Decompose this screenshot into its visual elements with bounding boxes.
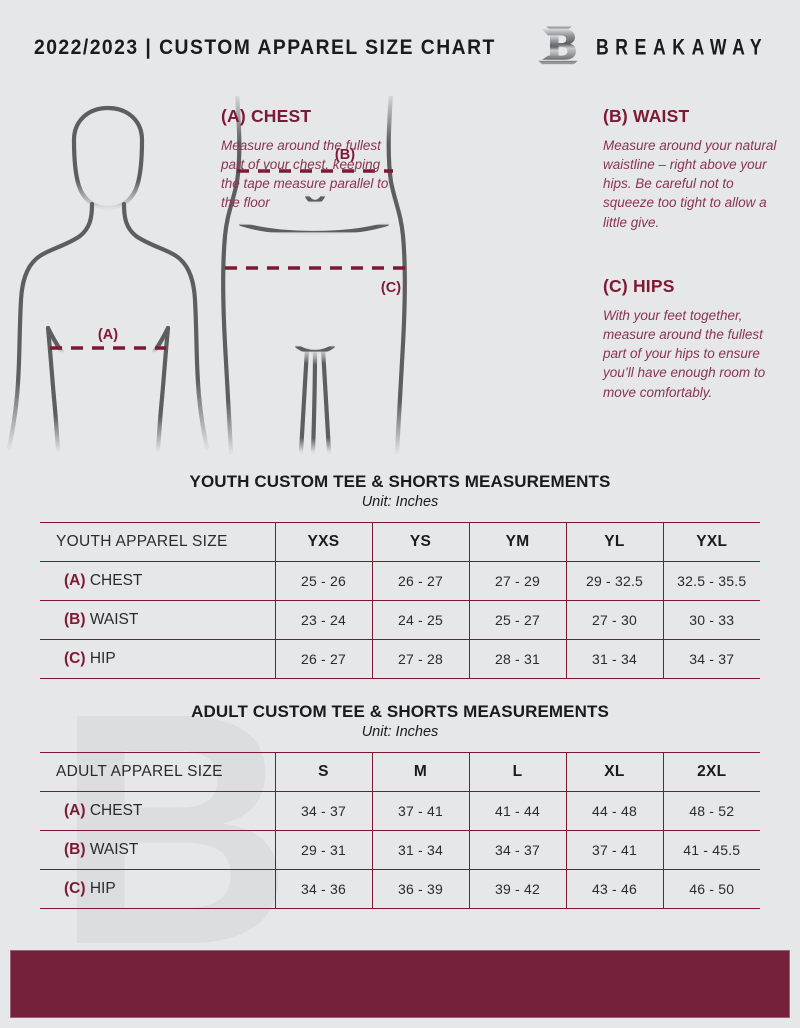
adult-chest-m: 37 - 41	[371, 791, 469, 831]
row-tag-b: (B)	[64, 841, 86, 858]
adult-size-2xl: 2XL	[662, 752, 760, 792]
youth-waist-ys: 24 - 25	[371, 600, 469, 640]
row-tag-a: (A)	[64, 802, 86, 819]
youth-waist-ym: 25 - 27	[468, 600, 566, 640]
youth-chest-yl: 29 - 32.5	[565, 561, 663, 601]
youth-hip-ym: 28 - 31	[468, 639, 566, 679]
adult-waist-m: 31 - 34	[371, 830, 469, 870]
adult-waist-2xl: 41 - 45.5	[662, 830, 760, 870]
adult-waist-xl: 37 - 41	[565, 830, 663, 870]
youth-size-section: YOUTH CUSTOM TEE & SHORTS MEASUREMENTS U…	[0, 472, 800, 679]
table-row: (A) CHEST 34 - 37 37 - 41 41 - 44 44 - 4…	[40, 791, 760, 831]
youth-size-ym: YM	[468, 522, 566, 562]
youth-size-yxl: YXL	[662, 522, 760, 562]
row-tag-b: (B)	[64, 611, 86, 628]
info-block-chest: (A) CHEST Measure around the fullest par…	[221, 106, 401, 213]
adult-hip-m: 36 - 39	[371, 869, 469, 909]
waist-description: Measure around your natural waistline – …	[603, 138, 777, 230]
page-header: 2022/2023 | CUSTOM APPAREL SIZE CHART BR…	[0, 0, 800, 96]
info-block-waist: (B) WAIST Measure around your natural wa…	[603, 106, 778, 232]
chest-description: Measure around the fullest part of your …	[221, 138, 389, 211]
table-row: (A) CHEST 25 - 26 26 - 27 27 - 29 29 - 3…	[40, 561, 760, 601]
row-tag-a: (A)	[64, 572, 86, 589]
youth-chest-ys: 26 - 27	[371, 561, 469, 601]
adult-chest-xl: 44 - 48	[565, 791, 663, 831]
footer-bar	[10, 950, 790, 1018]
youth-hip-ys: 27 - 28	[371, 639, 469, 679]
row-name-chest: CHEST	[89, 572, 143, 589]
youth-header-label: YOUTH APPAREL SIZE	[40, 522, 275, 562]
brand-lockup: BREAKAWAY	[536, 25, 792, 71]
hips-heading: (C) HIPS	[603, 276, 675, 296]
adult-row-label-waist: (B) WAIST	[40, 830, 275, 870]
table-row: (C) HIP 26 - 27 27 - 28 28 - 31 31 - 34 …	[40, 639, 760, 679]
page-title: 2022/2023 | CUSTOM APPAREL SIZE CHART	[34, 36, 496, 59]
youth-row-label-chest: (A) CHEST	[40, 561, 275, 601]
row-name-waist: WAIST	[89, 611, 139, 628]
table-header-row: YOUTH APPAREL SIZE YXS YS YM YL YXL	[40, 522, 760, 562]
youth-table-unit: Unit: Inches	[361, 494, 439, 510]
adult-row-label-hip: (C) HIP	[40, 869, 275, 909]
youth-size-yl: YL	[565, 522, 663, 562]
table-row: (B) WAIST 29 - 31 31 - 34 34 - 37 37 - 4…	[40, 830, 760, 870]
adult-hip-s: 34 - 36	[274, 869, 372, 909]
adult-table-title: ADULT CUSTOM TEE & SHORTS MEASUREMENTS	[191, 702, 609, 721]
row-name-chest: CHEST	[89, 802, 143, 819]
youth-waist-yxl: 30 - 33	[662, 600, 760, 640]
youth-table-title: YOUTH CUSTOM TEE & SHORTS MEASUREMENTS	[189, 472, 611, 491]
brand-name: BREAKAWAY	[595, 35, 769, 60]
lower-body-hips-icon: (B) (C)	[221, 89, 408, 455]
row-name-hip: HIP	[89, 880, 116, 897]
adult-size-m: M	[371, 752, 469, 792]
youth-chest-yxs: 25 - 26	[274, 561, 372, 601]
waist-heading: (B) WAIST	[603, 106, 690, 126]
adult-chest-s: 34 - 37	[274, 791, 372, 831]
breakaway-b-monogram-icon	[537, 26, 578, 65]
row-tag-c: (C)	[64, 880, 86, 897]
youth-waist-yl: 27 - 30	[565, 600, 663, 640]
waist-measure-label: (B)	[335, 147, 355, 163]
adult-chest-l: 41 - 44	[468, 791, 566, 831]
adult-waist-l: 34 - 37	[468, 830, 566, 870]
row-tag-c: (C)	[64, 650, 86, 667]
measurement-diagrams: (A) (B)	[0, 89, 800, 468]
adult-size-table: ADULT APPAREL SIZE S M L XL 2XL (A) CHES…	[40, 752, 760, 909]
table-row: (B) WAIST 23 - 24 24 - 25 25 - 27 27 - 3…	[40, 600, 760, 640]
youth-size-table: YOUTH APPAREL SIZE YXS YS YM YL YXL (A) …	[40, 522, 760, 679]
youth-hip-yxl: 34 - 37	[662, 639, 760, 679]
upper-body-torso-icon: (A)	[6, 105, 210, 453]
adult-waist-s: 29 - 31	[274, 830, 372, 870]
youth-row-label-waist: (B) WAIST	[40, 600, 275, 640]
adult-hip-l: 39 - 42	[468, 869, 566, 909]
youth-waist-yxs: 23 - 24	[274, 600, 372, 640]
youth-hip-yxs: 26 - 27	[274, 639, 372, 679]
adult-size-s: S	[274, 752, 372, 792]
adult-chest-2xl: 48 - 52	[662, 791, 760, 831]
table-header-row: ADULT APPAREL SIZE S M L XL 2XL	[40, 752, 760, 792]
adult-size-section: ADULT CUSTOM TEE & SHORTS MEASUREMENTS U…	[0, 702, 800, 909]
adult-header-label: ADULT APPAREL SIZE	[40, 752, 275, 792]
youth-size-ys: YS	[371, 522, 469, 562]
chest-heading: (A) CHEST	[221, 106, 312, 126]
table-row: (C) HIP 34 - 36 36 - 39 39 - 42 43 - 46 …	[40, 869, 760, 909]
info-block-hips: (C) HIPS With your feet together, measur…	[603, 276, 778, 402]
youth-chest-yxl: 32.5 - 35.5	[662, 561, 760, 601]
chest-measure-label: (A)	[98, 327, 118, 343]
youth-size-yxs: YXS	[274, 522, 372, 562]
row-name-hip: HIP	[89, 650, 116, 667]
adult-size-l: L	[468, 752, 566, 792]
hips-description: With your feet together, measure around …	[603, 308, 766, 400]
adult-table-unit: Unit: Inches	[361, 724, 439, 740]
adult-hip-2xl: 46 - 50	[662, 869, 760, 909]
youth-chest-ym: 27 - 29	[468, 561, 566, 601]
adult-row-label-chest: (A) CHEST	[40, 791, 275, 831]
youth-row-label-hip: (C) HIP	[40, 639, 275, 679]
row-name-waist: WAIST	[89, 841, 139, 858]
adult-hip-xl: 43 - 46	[565, 869, 663, 909]
hips-measure-label: (C)	[381, 280, 401, 296]
adult-size-xl: XL	[565, 752, 663, 792]
youth-hip-yl: 31 - 34	[565, 639, 663, 679]
